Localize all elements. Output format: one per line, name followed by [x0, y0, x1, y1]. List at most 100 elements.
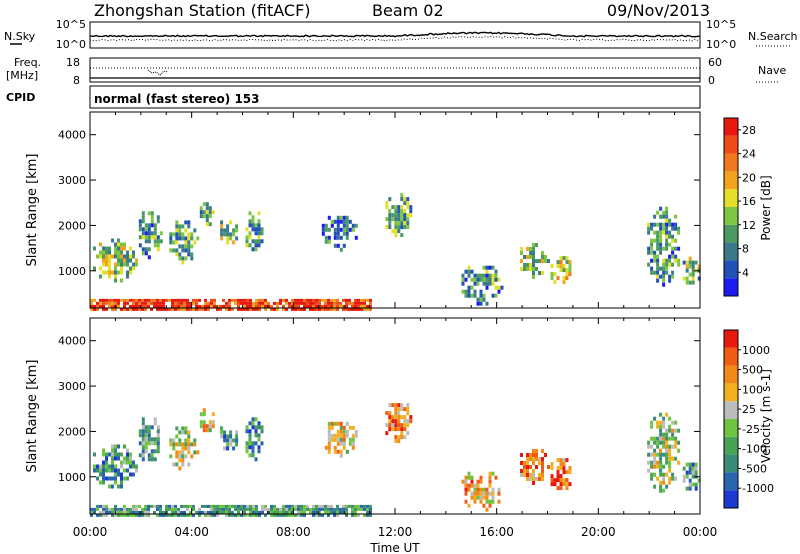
near-range-cell — [366, 513, 369, 517]
scatter-cell — [184, 426, 188, 431]
scatter-cell — [111, 460, 114, 465]
near-range-cell — [291, 510, 294, 514]
near-range-cell — [327, 507, 330, 511]
scatter-cell — [120, 452, 123, 457]
power-x-ticks — [89, 112, 701, 308]
near-range-cell — [129, 513, 132, 517]
scatter-cell — [677, 440, 681, 445]
scatter-cell — [181, 256, 185, 261]
scatter-cell — [556, 260, 560, 265]
scatter-cell — [464, 269, 468, 274]
near-range-cell — [345, 513, 348, 517]
scatter-cell — [688, 482, 692, 487]
near-range-cell — [150, 504, 153, 508]
time-tick-label: 16:00 — [479, 525, 514, 539]
near-range-cell — [282, 307, 285, 311]
near-range-cell — [366, 304, 369, 308]
near-range-cell — [315, 304, 318, 308]
scatter-cell — [187, 438, 191, 443]
near-range-cell — [147, 301, 150, 305]
scatter-cell — [659, 234, 663, 239]
scatter-cell — [467, 265, 471, 270]
colorbar-segment — [724, 472, 738, 491]
scatter-cell — [150, 219, 154, 224]
colorbar-frame — [723, 329, 739, 509]
near-range-cell — [159, 504, 162, 508]
near-range-cell — [297, 507, 300, 511]
scatter-cell — [656, 238, 660, 243]
scatter-cell — [144, 441, 148, 446]
scatter-cell — [556, 458, 560, 463]
scatter-cell — [400, 233, 404, 238]
near-range-cell — [345, 298, 348, 302]
scatter-cell — [123, 242, 126, 247]
scatter-cell — [559, 264, 563, 269]
near-range-cell — [144, 298, 147, 302]
scatter-cell — [327, 433, 331, 438]
near-range-cell — [117, 298, 120, 302]
scatter-cell — [682, 466, 686, 471]
scatter-cell — [187, 236, 191, 241]
scatter-cell — [674, 254, 678, 259]
scatter-cell — [494, 273, 498, 278]
scatter-cell — [345, 227, 349, 232]
near-range-cell — [186, 298, 189, 302]
scatter-cell — [565, 458, 569, 463]
near-range-cell — [333, 507, 336, 511]
scatter-cell — [199, 412, 203, 417]
scatter-cell — [126, 452, 129, 457]
scatter-cell — [96, 464, 99, 469]
scatter-cell — [257, 433, 261, 438]
scatter-cell — [105, 456, 108, 461]
near-range-cell — [315, 301, 318, 305]
near-range-cell — [168, 507, 171, 511]
scatter-cell — [529, 255, 532, 259]
scatter-cell — [132, 250, 135, 255]
near-range-cell — [354, 304, 357, 308]
near-range-cell — [327, 513, 330, 517]
near-range-cell — [204, 301, 207, 305]
near-range-cell — [249, 510, 252, 514]
near-range-cell — [363, 307, 366, 311]
scatter-cell — [659, 456, 663, 461]
scatter-cell — [541, 271, 544, 275]
near-range-cell — [171, 510, 174, 514]
near-range-cell — [123, 507, 126, 511]
near-range-cell — [300, 507, 303, 511]
scatter-cell — [532, 477, 535, 481]
near-range-cell — [366, 298, 369, 302]
near-range-cell — [195, 307, 198, 311]
near-range-cell — [336, 298, 339, 302]
scatter-cell — [248, 243, 252, 248]
near-range-cell — [309, 510, 312, 514]
scatter-cell — [184, 442, 188, 447]
scatter-cell — [135, 262, 138, 267]
near-range-cell — [120, 513, 123, 517]
scatter-cell — [391, 213, 395, 218]
scatter-cell — [523, 263, 526, 267]
scatter-cell — [111, 468, 114, 473]
noise-search-label: N.Search — [748, 30, 798, 43]
near-range-cell — [228, 307, 231, 311]
near-range-cell — [111, 298, 114, 302]
near-range-cell — [177, 298, 180, 302]
scatter-cell — [550, 264, 554, 269]
scatter-cell — [126, 468, 129, 473]
near-range-cell — [213, 304, 216, 308]
scatter-cell — [324, 239, 328, 244]
scatter-cell — [178, 224, 182, 229]
scatter-cell — [662, 476, 666, 481]
near-range-cell — [291, 513, 294, 517]
scatter-cell — [668, 424, 672, 429]
near-range-cell — [270, 307, 273, 311]
near-range-cell — [198, 307, 201, 311]
scatter-cell — [674, 246, 678, 251]
scatter-cell — [385, 423, 389, 428]
scatter-cell — [479, 495, 483, 500]
scatter-cell — [339, 425, 343, 430]
scatter-cell — [102, 468, 105, 473]
near-range-cell — [324, 507, 327, 511]
near-range-cell — [342, 298, 345, 302]
scatter-cell — [99, 250, 102, 255]
scatter-cell — [138, 243, 142, 248]
